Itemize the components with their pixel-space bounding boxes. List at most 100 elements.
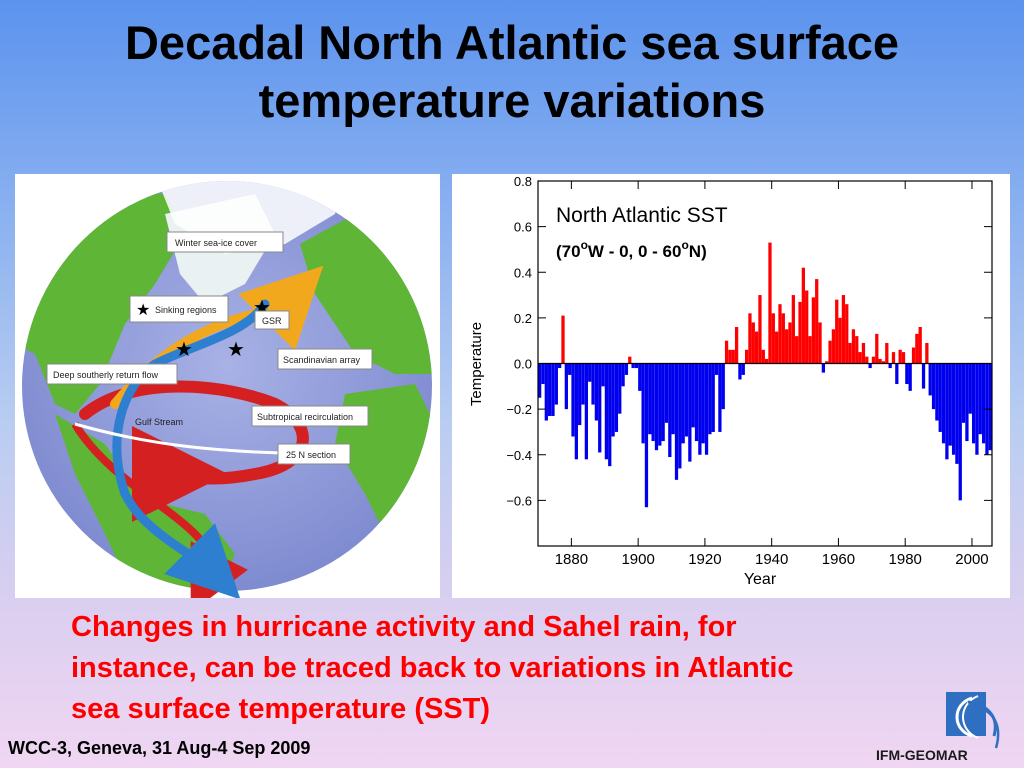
logo-text: IFM-GEOMAR bbox=[876, 747, 968, 763]
bar-1974 bbox=[885, 342, 889, 364]
bar-1961 bbox=[841, 295, 846, 364]
y-tick-label: 0.0 bbox=[514, 357, 532, 372]
bar-1870 bbox=[538, 363, 542, 398]
bar-1878 bbox=[564, 363, 568, 410]
bar-1889 bbox=[601, 363, 605, 387]
bar-1971 bbox=[875, 333, 879, 364]
bar-1911 bbox=[674, 363, 679, 480]
bar-1904 bbox=[651, 363, 655, 442]
bar-1920 bbox=[704, 363, 709, 455]
svg-text:25 N section: 25 N section bbox=[286, 450, 336, 460]
bar-1884 bbox=[584, 363, 589, 460]
svg-text:Scandinavian array: Scandinavian array bbox=[283, 355, 361, 365]
bar-1948 bbox=[798, 301, 802, 364]
bar-1952 bbox=[811, 297, 816, 364]
bar-1981 bbox=[908, 363, 912, 391]
bar-1886 bbox=[591, 363, 595, 405]
bar-1888 bbox=[598, 363, 602, 453]
bar-1945 bbox=[788, 322, 792, 364]
bar-1933 bbox=[748, 313, 752, 364]
bar-1957 bbox=[828, 340, 832, 364]
label-25n-section: 25 N section bbox=[277, 443, 351, 465]
y-axis-ticks: −0.6 −0.4 −0.2 0.0 0.2 0.4 0.6 0.8 bbox=[506, 174, 992, 508]
bar-1910 bbox=[671, 363, 675, 435]
bar-1959 bbox=[835, 299, 839, 364]
sst-chart-panel: −0.6 −0.4 −0.2 0.0 0.2 0.4 0.6 0.8 1880 1900 1920… bbox=[452, 174, 1010, 598]
bar-1969 bbox=[868, 363, 872, 369]
bar-1880 bbox=[571, 363, 575, 437]
bar-2003 bbox=[981, 363, 986, 444]
bar-1953 bbox=[815, 279, 819, 364]
bar-1903 bbox=[648, 363, 652, 435]
bar-1960 bbox=[838, 317, 842, 364]
x-tick-label: 1880 bbox=[555, 551, 588, 568]
bar-1968 bbox=[865, 356, 869, 364]
subtitle-part-2: W - 0, 0 - 60 bbox=[588, 242, 682, 261]
bar-1940 bbox=[771, 313, 775, 364]
bar-1882 bbox=[578, 363, 582, 426]
bar-1881 bbox=[574, 363, 578, 460]
footer-conference: WCC-3, Geneva, 31 Aug-4 Sep 2009 bbox=[8, 738, 311, 758]
title-line-1: Decadal North Atlantic sea surface bbox=[124, 16, 900, 69]
subtitle-degree-2: o bbox=[681, 238, 688, 252]
bar-1913 bbox=[681, 363, 685, 444]
bar-1906 bbox=[658, 363, 662, 446]
bar-1999 bbox=[968, 363, 972, 414]
svg-text:Deep southerly return flow: Deep southerly return flow bbox=[53, 370, 159, 380]
bar-1938 bbox=[765, 358, 769, 364]
globe-illustration: ★ ★ ★ Winter sea-ice cover ★ Sinking reg… bbox=[22, 181, 432, 613]
x-tick-label: 1940 bbox=[755, 551, 788, 568]
bar-1949 bbox=[801, 267, 805, 364]
y-tick-label: −0.2 bbox=[506, 402, 532, 417]
bar-1923 bbox=[714, 363, 719, 375]
bar-1908 bbox=[664, 363, 669, 423]
bar-1907 bbox=[661, 363, 665, 442]
sinking-star-2: ★ bbox=[227, 339, 245, 361]
bar-1939 bbox=[768, 242, 772, 364]
bar-1893 bbox=[614, 363, 619, 432]
bar-1965 bbox=[855, 336, 859, 364]
bar-1970 bbox=[871, 356, 876, 364]
bar-1924 bbox=[718, 363, 722, 432]
bar-1927 bbox=[728, 349, 732, 364]
bar-1917 bbox=[694, 363, 699, 442]
bar-1912 bbox=[678, 363, 682, 469]
caption-text: Changes in hurricane activity and Sahel … bbox=[71, 607, 951, 730]
bar-1990 bbox=[938, 363, 942, 432]
bar-1958 bbox=[831, 329, 836, 364]
bar-1930 bbox=[738, 363, 742, 380]
bar-1978 bbox=[898, 349, 902, 364]
title-line-2: temperature variations bbox=[258, 74, 766, 127]
bar-1972 bbox=[878, 358, 882, 364]
bar-1931 bbox=[741, 363, 745, 375]
bar-1982 bbox=[911, 347, 916, 364]
svg-text:Winter sea-ice cover: Winter sea-ice cover bbox=[175, 238, 257, 248]
bar-2001 bbox=[975, 363, 979, 455]
caption-line-3: sea surface temperature (SST) bbox=[71, 693, 491, 725]
bar-1936 bbox=[758, 295, 762, 364]
bar-1898 bbox=[631, 363, 635, 369]
y-tick-label: −0.4 bbox=[506, 448, 532, 463]
y-tick-label: −0.6 bbox=[506, 493, 532, 508]
label-sinking-regions: ★ Sinking regions bbox=[129, 295, 229, 323]
bar-1994 bbox=[951, 363, 956, 455]
chart-title: North Atlantic SST bbox=[556, 204, 728, 227]
bar-1993 bbox=[948, 363, 952, 446]
bar-1876 bbox=[558, 363, 562, 369]
bar-2005 bbox=[988, 363, 992, 451]
bar-1988 bbox=[931, 363, 936, 410]
svg-text:Gulf Stream: Gulf Stream bbox=[135, 417, 183, 427]
bar-1954 bbox=[818, 322, 822, 364]
x-axis-label: Year bbox=[744, 571, 777, 588]
label-deep-return-flow: Deep southerly return flow bbox=[46, 363, 178, 385]
bar-1875 bbox=[554, 363, 558, 405]
bar-1966 bbox=[858, 352, 862, 364]
bar-1905 bbox=[654, 363, 659, 451]
bar-1932 bbox=[744, 349, 749, 364]
subtitle-degree-1: o bbox=[581, 238, 588, 252]
caption-line-2: instance, can be traced back to variatio… bbox=[71, 652, 794, 684]
label-winter-sea-ice: Winter sea-ice cover bbox=[166, 231, 284, 253]
bar-1983 bbox=[915, 333, 919, 364]
bar-1941 bbox=[775, 331, 779, 364]
svg-text:Sinking regions: Sinking regions bbox=[155, 305, 217, 315]
